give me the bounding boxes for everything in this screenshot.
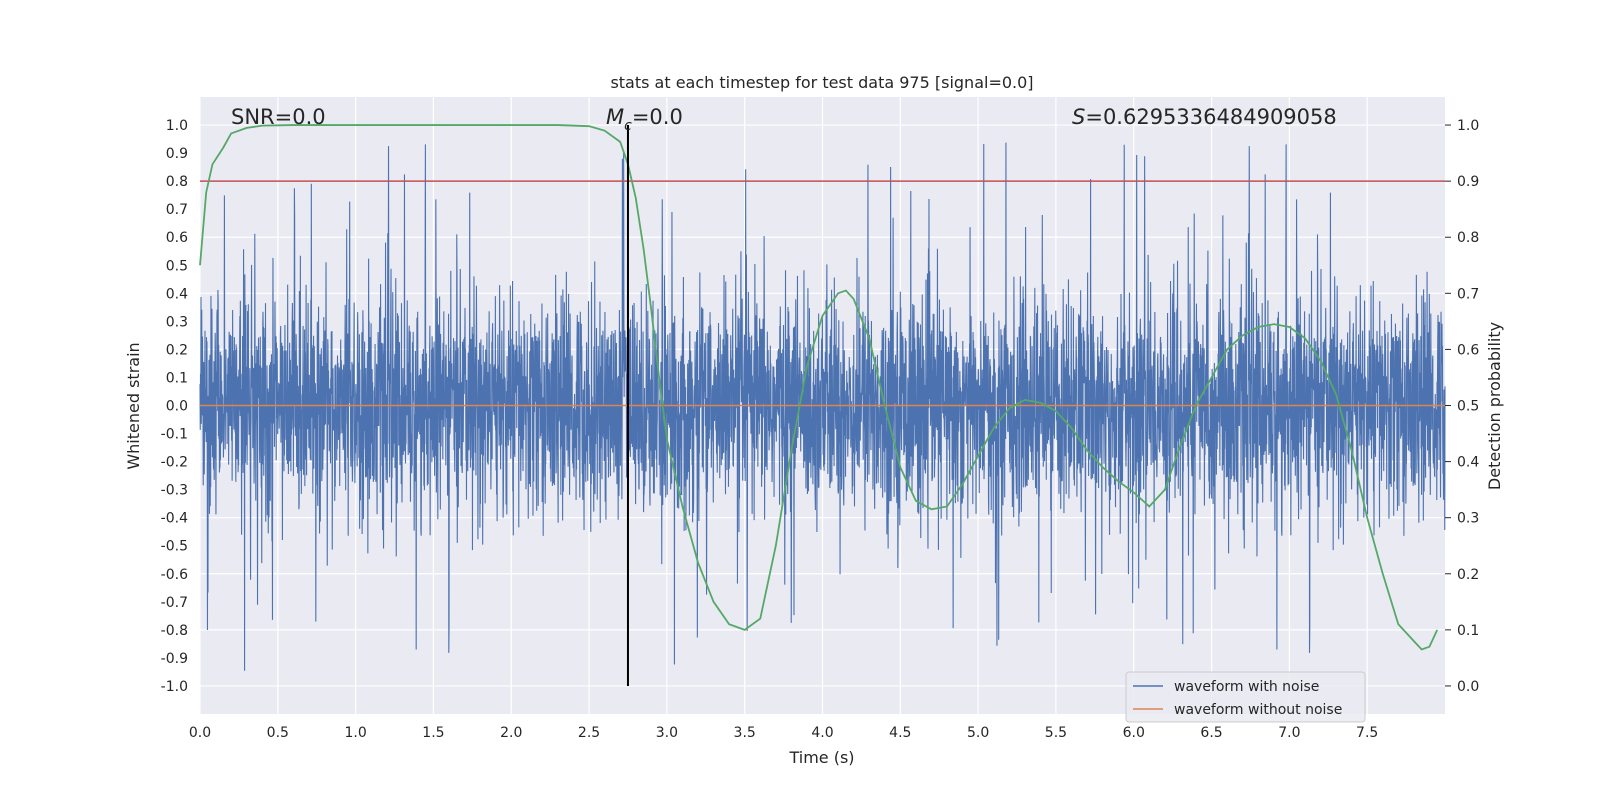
y-right-tick-label: 0.2 — [1457, 567, 1479, 583]
x-tick-label: 4.5 — [889, 725, 911, 741]
x-tick-label: 7.5 — [1356, 725, 1378, 741]
x-tick-label: 0.5 — [267, 725, 289, 741]
y-tick-label: 0.2 — [166, 342, 188, 358]
x-tick-label: 6.0 — [1123, 725, 1145, 741]
x-tick-label: 1.5 — [422, 725, 444, 741]
chart-title: stats at each timestep for test data 975… — [610, 73, 1033, 92]
x-tick-label: 5.5 — [1045, 725, 1067, 741]
legend: waveform with noise waveform without noi… — [1125, 671, 1366, 723]
y-tick-label: -0.8 — [161, 623, 188, 639]
snr-annotation: SNR=0.0 — [231, 105, 326, 129]
y-right-tick-label: 0.1 — [1457, 623, 1479, 639]
y-right-tick-label: 0.0 — [1457, 679, 1479, 695]
y-tick-label: 0.4 — [166, 286, 188, 302]
x-tick-label: 3.0 — [656, 725, 678, 741]
y-tick-label: 0.1 — [166, 370, 188, 386]
y-tick-label: -0.7 — [161, 595, 188, 611]
y-tick-label: 0.3 — [166, 314, 188, 330]
y-tick-label: 1.0 — [166, 118, 188, 134]
y-right-tick-label: 0.6 — [1457, 342, 1479, 358]
y-tick-label: -0.9 — [161, 651, 188, 667]
y-axis-ticks: -1.0 -0.9 -0.8 -0.7 -0.6 -0.5 -0.4 -0.3 -0.2 -0.1… — [161, 118, 188, 695]
x-tick-label: 7.0 — [1278, 725, 1300, 741]
y-tick-label: 0.0 — [166, 399, 188, 415]
detection-probability-series — [199, 124, 1439, 651]
y-right-tick-label: 0.9 — [1457, 174, 1479, 190]
y-tick-label: 0.8 — [166, 174, 188, 190]
y-tick-label: 0.5 — [166, 258, 188, 274]
y-right-tick-label: 0.7 — [1457, 286, 1479, 302]
x-tick-label: 2.0 — [500, 725, 522, 741]
x-tick-label: 6.5 — [1200, 725, 1222, 741]
y-tick-label: -0.1 — [161, 427, 188, 443]
y-tick-label: 0.6 — [166, 230, 188, 246]
y-right-tick-label: 0.5 — [1457, 399, 1479, 415]
mc-symbol: M — [606, 105, 624, 129]
x-axis-ticks: 0.0 0.5 1.0 1.5 2.0 2.5 3.0 3.5 4.0 4.5 5.0 5.5 6.0 6… — [189, 725, 1378, 741]
x-tick-label: 2.5 — [578, 725, 600, 741]
s-value: =0.6295336484909058 — [1085, 105, 1336, 129]
waveform-with-noise-series — [199, 142, 1446, 671]
x-tick-label: 3.5 — [734, 725, 756, 741]
y-right-tick-label: 0.8 — [1457, 230, 1479, 246]
s-annotation: S=0.6295336484909058 — [1072, 105, 1337, 129]
y-tick-label: -0.4 — [161, 511, 188, 527]
noise-waveform-line — [199, 142, 1446, 671]
y-tick-label: -0.5 — [161, 539, 188, 555]
y-right-tick-label: 0.3 — [1457, 511, 1479, 527]
y-axis-label: Whitened strain — [124, 342, 143, 469]
legend-box — [1125, 671, 1366, 723]
x-tick-label: 5.0 — [967, 725, 989, 741]
x-axis-label: Time (s) — [788, 748, 854, 767]
y-right-tick-label: 0.4 — [1457, 455, 1479, 471]
y-tick-label: -0.2 — [161, 455, 188, 471]
y-tick-label: 0.7 — [166, 202, 188, 218]
x-tick-label: 0.0 — [189, 725, 211, 741]
y-tick-label: -0.6 — [161, 567, 188, 583]
x-tick-label: 4.0 — [811, 725, 833, 741]
mc-annotation: Mc=0.0 — [606, 105, 683, 134]
y-axis-right-ticks: 0.0 0.1 0.2 0.3 0.4 0.5 0.6 0.7 0.8 0.9 1.0 — [1445, 118, 1479, 695]
y-tick-label: -0.3 — [161, 483, 188, 499]
y-axis-right-label: Detection probability — [1485, 322, 1504, 490]
legend-label-noise: waveform with noise — [1174, 679, 1319, 695]
mc-subscript: c — [624, 118, 632, 134]
s-symbol: S — [1072, 105, 1085, 129]
x-tick-label: 1.0 — [344, 725, 366, 741]
mc-value: =0.0 — [632, 105, 683, 129]
y-tick-label: 0.9 — [166, 146, 188, 162]
y-right-tick-label: 1.0 — [1457, 118, 1479, 134]
y-tick-label: -1.0 — [161, 679, 188, 695]
legend-label-clean: waveform without noise — [1174, 702, 1342, 718]
probability-curve-line — [199, 124, 1439, 651]
